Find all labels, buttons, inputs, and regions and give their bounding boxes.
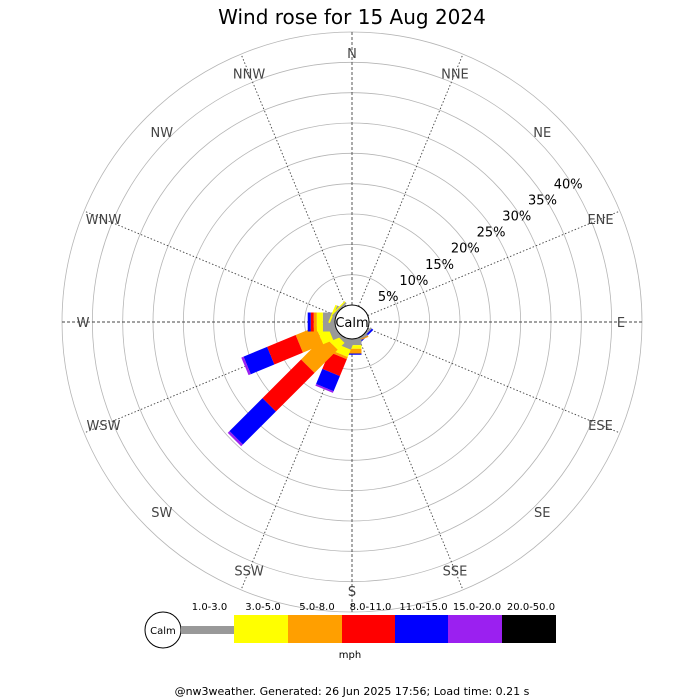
bar-segment-SW-15.0-20.0	[227, 431, 243, 447]
bar-segment-WSW-11.0-15.0	[243, 346, 275, 375]
bar-segment-NW-1.0-3.0	[331, 301, 347, 317]
bar-segment-SSW-11.0-15.0	[316, 368, 340, 392]
legend-swatch-3.0-5.0	[234, 615, 288, 643]
spoke-line	[367, 328, 621, 434]
ring-label: 5%	[378, 290, 399, 305]
legend-swatch-1.0-3.0	[181, 626, 234, 634]
spoke-line	[358, 53, 464, 307]
bar-segment-SW-8.0-11.0	[262, 359, 315, 412]
legend-swatch-20.0-50.0	[502, 615, 556, 643]
direction-label-ESE: ESE	[588, 419, 613, 434]
legend-label-1.0-3.0: 1.0-3.0	[192, 602, 227, 613]
legend-label-5.0-8.0: 5.0-8.0	[299, 602, 334, 613]
direction-label-S: S	[348, 585, 356, 600]
direction-label-SSW: SSW	[234, 565, 264, 580]
bar-segment-WSW-15.0-20.0	[241, 356, 251, 376]
direction-label-E: E	[617, 316, 625, 331]
speed-legend: Calm 1.0-3.0 3.0-5.0 5.0-8.0 8.0-11.0 11.0-15…	[144, 602, 556, 649]
direction-label-SSE: SSE	[443, 565, 468, 580]
ring-label: 25%	[477, 226, 506, 241]
bar-segment-SSW-15.0-20.0	[315, 383, 334, 393]
bar-segment-W-3.0-5.0	[316, 312, 323, 332]
spoke-line	[358, 337, 464, 591]
direction-label-W: W	[77, 316, 90, 331]
ring-label: 15%	[425, 258, 454, 273]
direction-label-NNE: NNE	[441, 67, 469, 82]
legend-swatch-15.0-20.0	[448, 615, 502, 643]
bar-segment-WSW-5.0-8.0	[295, 326, 324, 353]
bar-segment-W-11.0-15.0	[307, 312, 311, 332]
direction-label-SE: SE	[534, 506, 550, 521]
direction-label-WSW: WSW	[86, 419, 120, 434]
ring-label: 40%	[554, 177, 583, 192]
legend-swatch-8.0-11.0	[342, 615, 395, 643]
ring-label: 35%	[528, 193, 557, 208]
legend-swatch-11.0-15.0	[395, 615, 448, 643]
direction-label-NE: NE	[533, 126, 551, 141]
bar-segment-SW-5.0-8.0	[301, 336, 338, 373]
direction-label-N: N	[347, 47, 357, 62]
spoke-line	[367, 210, 621, 316]
chart-title: Wind rose for 15 Aug 2024	[218, 5, 486, 29]
bar-segment-W-5.0-8.0	[313, 312, 317, 332]
bar-segment-NW-3.0-5.0	[331, 301, 346, 316]
spoke-line	[240, 53, 346, 307]
bar-segment-WSW-8.0-11.0	[267, 335, 303, 365]
ring-label: 10%	[399, 274, 428, 289]
legend-calm-label: Calm	[150, 626, 176, 637]
direction-label-WNW: WNW	[86, 213, 122, 228]
ring-label: 30%	[502, 210, 531, 225]
direction-label-NW: NW	[150, 126, 173, 141]
ring-label: 20%	[451, 242, 480, 257]
direction-label-SW: SW	[151, 506, 172, 521]
legend-label-15.0-20.0: 15.0-20.0	[453, 602, 501, 613]
spoke-line	[83, 210, 337, 316]
bar-segment-SW-11.0-15.0	[229, 398, 276, 445]
calm-center: Calm	[334, 304, 370, 340]
legend-label-20.0-50.0: 20.0-50.0	[507, 602, 555, 613]
unit-label: mph	[339, 650, 361, 661]
legend-label-8.0-11.0: 8.0-11.0	[350, 602, 392, 613]
bar-segment-W-8.0-11.0	[310, 312, 314, 332]
direction-label-NNW: NNW	[233, 67, 265, 82]
wind-bars	[227, 301, 374, 447]
legend-swatch-5.0-8.0	[288, 615, 342, 643]
legend-label-11.0-15.0: 11.0-15.0	[399, 602, 447, 613]
direction-labels: N NNE NE ENE E ESE SE SSE S SSW SW WSW W WNW NW NNW	[77, 47, 626, 600]
calm-label: Calm	[335, 316, 368, 331]
ring-labels: 5%10%15%20%25%30% 35%40%	[378, 177, 583, 305]
direction-label-ENE: ENE	[587, 213, 613, 228]
legend-label-3.0-5.0: 3.0-5.0	[245, 602, 280, 613]
footer-text: @nw3weather. Generated: 26 Jun 2025 17:5…	[175, 685, 530, 698]
